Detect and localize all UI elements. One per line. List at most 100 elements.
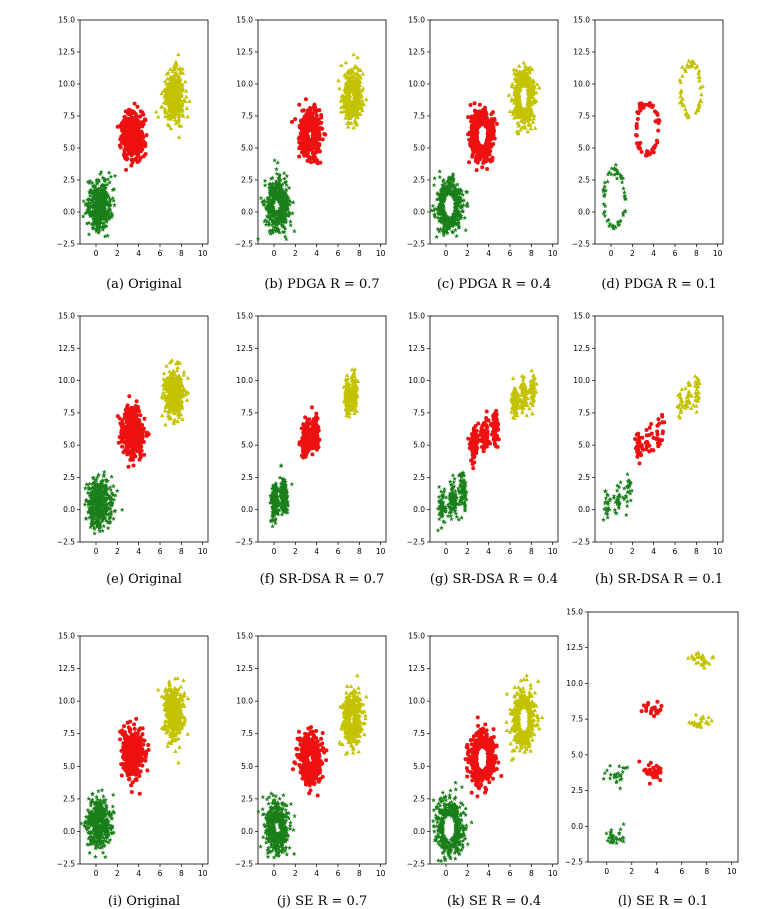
point xyxy=(175,93,180,98)
point xyxy=(284,182,289,188)
point xyxy=(133,447,138,452)
y-tick-label: 12.5 xyxy=(573,48,590,57)
panel-b: 0 2 4 6 8 10−2.50.02.55.07.510.012.515.0(b) P… xyxy=(235,16,387,292)
point xyxy=(87,180,92,186)
point xyxy=(181,97,187,102)
panel-caption: (b) PDGA R = 0.7 xyxy=(264,277,379,292)
point xyxy=(104,219,109,225)
point xyxy=(102,178,108,184)
point xyxy=(266,222,272,228)
x-tick-label: 2 xyxy=(115,249,120,258)
point xyxy=(137,457,142,462)
point xyxy=(170,109,175,114)
point xyxy=(175,76,181,81)
point xyxy=(105,233,110,238)
series-class-1 xyxy=(82,469,125,536)
point xyxy=(164,90,169,95)
series-class-3 xyxy=(336,52,369,130)
point xyxy=(91,184,97,190)
point xyxy=(142,140,147,145)
y-tick-label: 10.0 xyxy=(58,376,75,385)
point xyxy=(337,86,342,91)
point xyxy=(143,152,148,157)
point xyxy=(305,149,310,154)
point xyxy=(156,114,161,119)
point xyxy=(277,230,282,235)
point xyxy=(261,200,267,206)
point xyxy=(284,201,290,207)
point xyxy=(86,231,92,237)
x-tick-label: 4 xyxy=(651,249,656,258)
point xyxy=(476,151,481,156)
point xyxy=(176,102,182,107)
point xyxy=(304,112,309,117)
point xyxy=(466,160,471,165)
point xyxy=(121,129,126,134)
y-tick-label: 5.0 xyxy=(241,144,253,153)
point xyxy=(485,139,490,144)
point xyxy=(129,147,134,152)
point xyxy=(178,92,183,97)
point xyxy=(122,120,127,125)
point xyxy=(96,177,101,183)
point xyxy=(92,530,97,536)
y-tick-label: 0.0 xyxy=(241,208,253,217)
point xyxy=(105,211,110,217)
point xyxy=(488,133,493,138)
y-tick-label: 7.5 xyxy=(63,112,75,121)
point xyxy=(176,80,181,85)
point xyxy=(282,176,287,181)
point xyxy=(103,196,109,201)
point xyxy=(462,215,468,221)
point xyxy=(474,168,479,173)
x-tick-label: 2 xyxy=(465,249,470,258)
point xyxy=(275,160,281,165)
panel-caption: (a) Original xyxy=(106,277,182,292)
point xyxy=(134,150,139,155)
point xyxy=(304,116,309,121)
point xyxy=(268,176,274,181)
x-tick-label: 0 xyxy=(272,249,277,258)
point xyxy=(306,141,311,146)
series-class-2 xyxy=(466,101,499,173)
point xyxy=(136,135,141,140)
point xyxy=(273,219,279,224)
point xyxy=(463,227,469,233)
series-class-3 xyxy=(154,52,192,139)
point xyxy=(118,145,123,150)
point xyxy=(178,97,183,102)
point xyxy=(677,77,683,82)
point xyxy=(91,217,97,223)
point xyxy=(89,180,95,186)
point xyxy=(300,121,305,126)
y-tick-label: 5.0 xyxy=(578,144,590,153)
point xyxy=(318,160,323,165)
point xyxy=(106,212,112,217)
point xyxy=(469,137,474,142)
point xyxy=(162,87,167,92)
point xyxy=(431,182,437,188)
point xyxy=(162,106,168,111)
point xyxy=(159,104,164,109)
point xyxy=(176,52,181,57)
point xyxy=(104,191,110,196)
point xyxy=(489,112,494,117)
y-tick-label: 12.5 xyxy=(58,48,75,57)
point xyxy=(94,201,99,207)
point xyxy=(142,416,147,421)
point xyxy=(85,197,90,202)
y-tick-label: −2.5 xyxy=(57,538,75,547)
point xyxy=(339,62,344,67)
point xyxy=(471,114,476,119)
point xyxy=(142,452,147,457)
series-class-3 xyxy=(677,58,705,120)
point xyxy=(273,221,279,226)
point xyxy=(164,71,170,76)
point xyxy=(109,474,114,479)
point xyxy=(94,181,100,186)
x-tick-label: 6 xyxy=(336,249,341,258)
point xyxy=(96,204,101,210)
point xyxy=(119,507,125,512)
point xyxy=(144,431,149,436)
point xyxy=(134,399,139,404)
